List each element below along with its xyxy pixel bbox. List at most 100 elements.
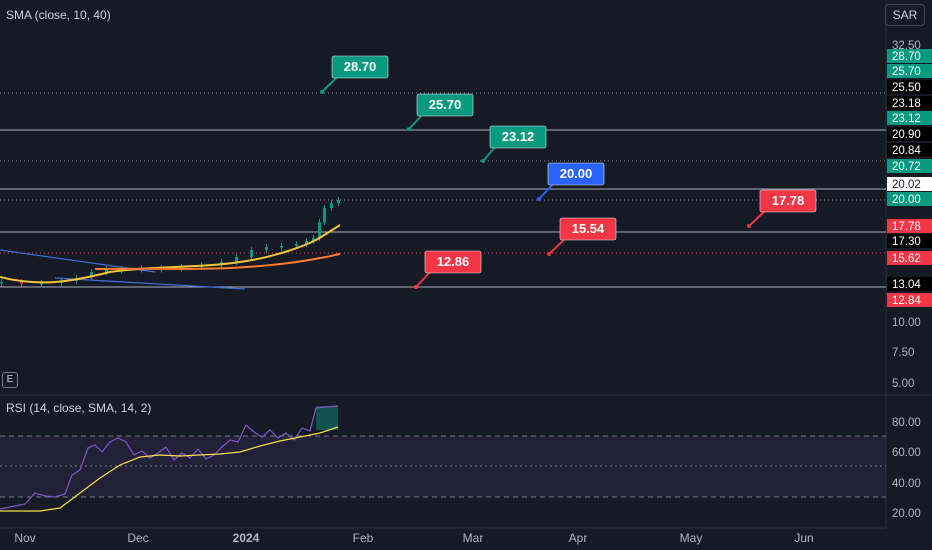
candle-body	[180, 267, 183, 269]
price-axis-ticks: 32.50 25.50 23.18 20.90 20.84 17.30 13.04 10.00…	[887, 40, 932, 390]
price-badge-bg	[887, 64, 932, 78]
candle-body	[90, 272, 93, 278]
price-badge-bg	[887, 192, 932, 206]
price-badge-17.78: 17.78	[892, 221, 921, 233]
price-badge-bg	[887, 177, 932, 191]
rsi-indicator-label[interactable]: RSI (14, close, SMA, 14, 2)	[6, 401, 152, 415]
price-tick-23.18: 23.18	[892, 98, 921, 110]
price-badge-20.00: 20.00	[892, 194, 921, 206]
sma-10-line	[0, 224, 341, 284]
callout-pointer	[415, 270, 432, 288]
rsi-lines	[0, 405, 339, 512]
callout-box	[759, 189, 817, 213]
price-readout-bg	[887, 143, 932, 157]
candle-body	[250, 250, 253, 257]
rsi-bands	[0, 435, 886, 498]
rsi-line	[0, 405, 339, 510]
target-callout-25.70: 25.70	[407, 93, 474, 131]
time-label-Dec: Dec	[127, 531, 148, 545]
callout-label: 17.78	[772, 193, 805, 208]
sma-lines	[0, 224, 341, 284]
target-callout-20.00: 20.00	[537, 162, 605, 201]
callout-anchor	[481, 159, 485, 163]
time-label-Mar: Mar	[463, 531, 484, 545]
callout-box	[331, 55, 389, 79]
candle-body	[330, 203, 333, 208]
rsi-tick-20.00: 20.00	[892, 508, 921, 520]
target-callout-28.70: 28.70	[320, 55, 389, 94]
price-readout-bg	[887, 277, 932, 291]
price-readout-bg	[887, 80, 932, 94]
price-tick-13.04: 13.04	[892, 279, 921, 291]
price-badge-12.84: 12.84	[892, 295, 921, 307]
time-label-Jun: Jun	[794, 531, 813, 545]
price-badge-20.02: 20.02	[892, 179, 921, 191]
callout-anchor	[320, 90, 324, 94]
rsi-tick-60.00: 60.00	[892, 447, 921, 459]
target-callout-23.12: 23.12	[481, 125, 547, 163]
callout-box	[489, 125, 547, 149]
time-label-2024: 2024	[233, 531, 260, 545]
price-badge-bg	[887, 219, 932, 233]
callout-label: 20.00	[560, 166, 593, 181]
price-tick-20.84: 20.84	[892, 145, 921, 157]
price-badge-bg	[887, 251, 932, 265]
callout-label: 28.70	[344, 59, 377, 74]
price-tick-5.00: 5.00	[892, 378, 914, 390]
price-tick-32.50: 32.50	[892, 40, 921, 52]
price-badge-bg	[887, 49, 932, 63]
price-tick-17.30: 17.30	[892, 236, 921, 248]
callout-box	[559, 217, 617, 241]
candles	[0, 197, 340, 288]
rsi-band-fill	[0, 436, 886, 497]
price-readout-bg	[887, 96, 932, 110]
callout-box	[547, 162, 605, 186]
callout-label: 25.70	[429, 97, 462, 112]
candle-body	[235, 257, 238, 262]
price-readout-bg	[887, 127, 932, 141]
sma-indicator-label[interactable]: SMA (close, 10, 40)	[6, 8, 111, 22]
callout-label: 12.86	[437, 254, 470, 269]
callout-anchor	[547, 252, 551, 256]
rsi-axis-ticks: 80.00 60.00 40.00 20.00	[892, 417, 921, 520]
price-tick-25.50: 25.50	[892, 82, 921, 94]
rsi-tick-80.00: 80.00	[892, 417, 921, 429]
candle-body	[305, 241, 308, 244]
price-badge-28.70: 28.70	[892, 51, 921, 63]
rsi-ma-line	[0, 426, 339, 512]
callout-anchor	[414, 285, 418, 289]
callout-anchor	[537, 197, 541, 201]
callout-pointer	[538, 182, 555, 200]
callout-pointer	[748, 209, 767, 227]
target-callout-17.78: 17.78	[747, 189, 817, 228]
candle-body	[318, 222, 321, 238]
candle-body	[323, 208, 326, 222]
time-label-Feb: Feb	[353, 531, 374, 545]
target-callout-15.54: 15.54	[547, 217, 617, 256]
candle-body	[40, 283, 43, 285]
events-button[interactable]: E	[2, 372, 18, 388]
callout-box	[416, 93, 474, 117]
callout-box	[424, 250, 482, 274]
price-badge-25.70: 25.70	[892, 66, 921, 78]
currency-button[interactable]: SAR	[885, 4, 925, 26]
callout-label: 23.12	[502, 129, 535, 144]
callout-pointer	[321, 75, 339, 93]
candle-body	[295, 244, 298, 246]
price-axis-badges: 28.70 25.70 23.12 20.72 20.02 20.00 17.78 15.62…	[887, 49, 932, 307]
time-axis: Nov Dec 2024 Feb Mar Apr May Jun	[0, 527, 886, 545]
price-badge-bg	[887, 111, 932, 125]
price-badge-bg	[887, 293, 932, 307]
candle-body	[20, 282, 23, 284]
rsi-overbought-fill	[316, 406, 338, 430]
candle-body	[337, 200, 340, 203]
price-tick-10.00: 10.00	[892, 317, 921, 329]
price-badge-20.72: 20.72	[892, 161, 921, 173]
price-badge-15.62: 15.62	[892, 253, 921, 265]
callout-pointer	[482, 145, 497, 162]
target-callouts: 28.70 25.70 23.12 20.00 17.78 15.54 12.86	[320, 55, 817, 289]
candle-body	[280, 246, 283, 248]
callout-pointer	[408, 113, 424, 130]
